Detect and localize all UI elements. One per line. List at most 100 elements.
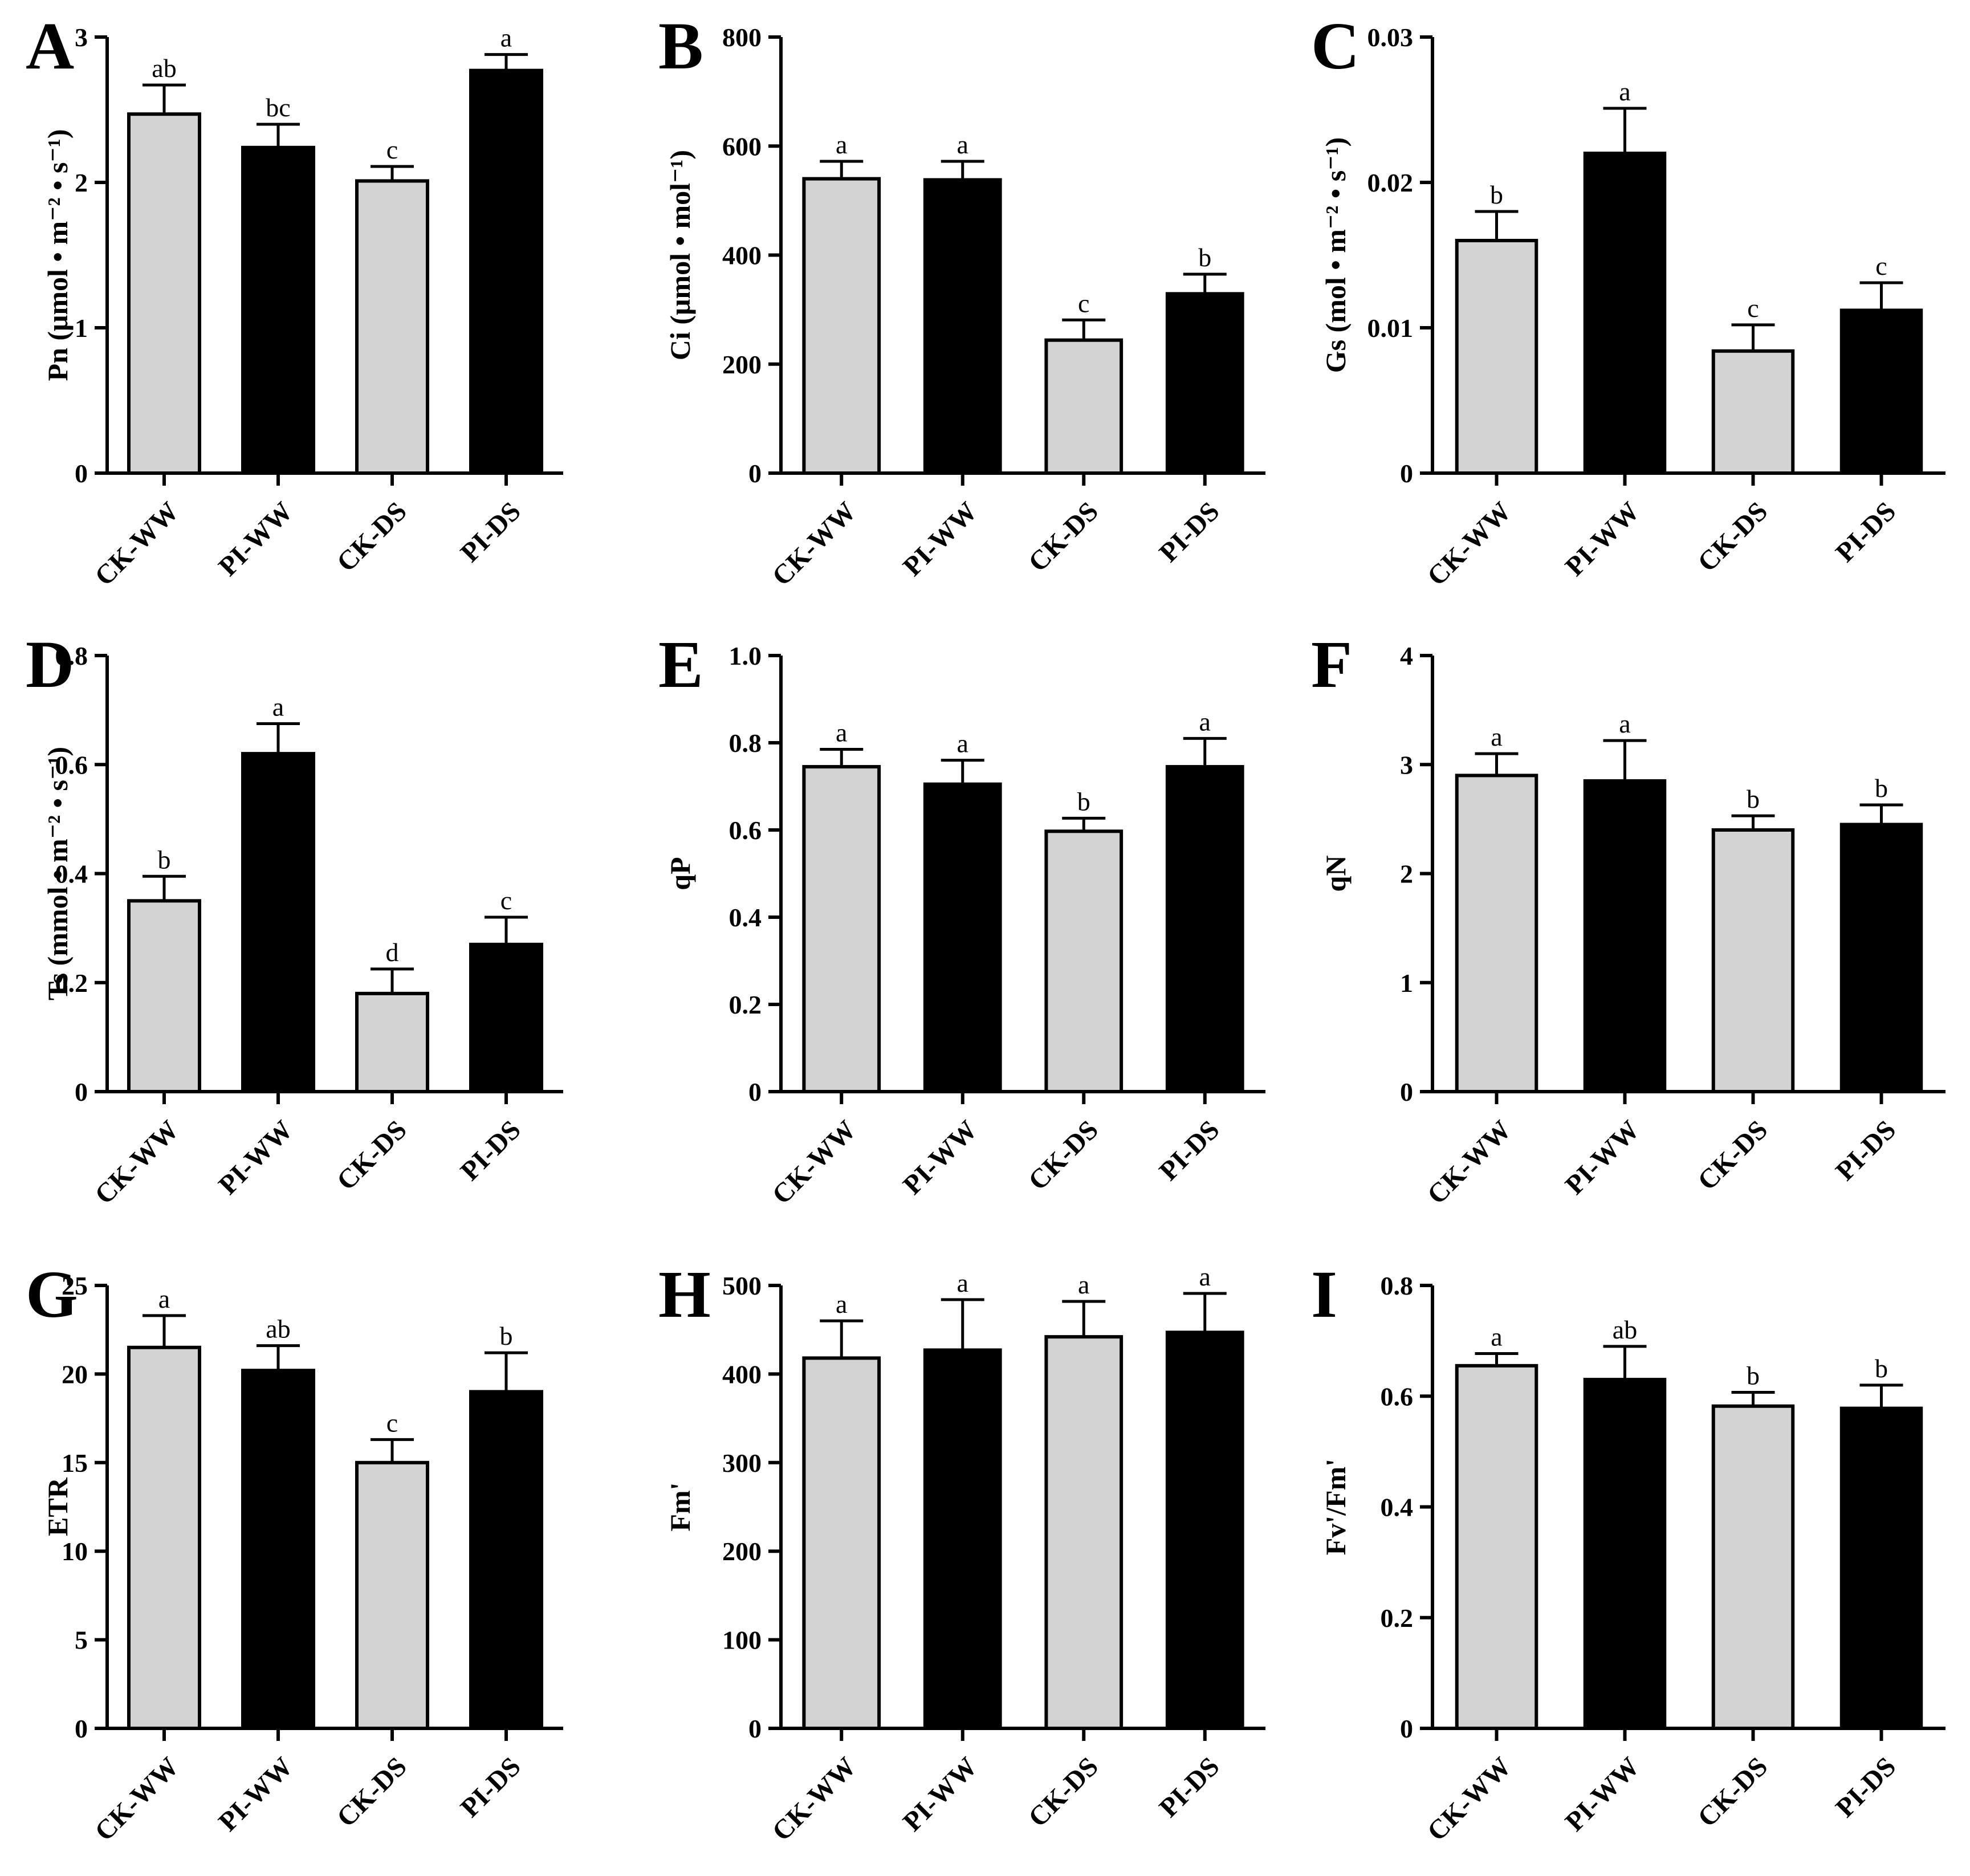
significance-letter: ab bbox=[152, 54, 176, 83]
x-tick-label: PI-WW bbox=[213, 496, 299, 582]
x-tick-label: CK-DS bbox=[1692, 496, 1773, 577]
bar bbox=[355, 179, 429, 475]
bar bbox=[1044, 1335, 1124, 1731]
y-tick-label: 10 bbox=[62, 1537, 88, 1566]
x-tick-label: CK-WW bbox=[89, 1751, 185, 1847]
x-tick-label: CK-DS bbox=[1692, 1114, 1773, 1196]
bar bbox=[1455, 239, 1538, 475]
panel-label: F bbox=[1311, 627, 1352, 702]
x-tick-label: PI-WW bbox=[897, 496, 983, 582]
y-axis-title: Fm' bbox=[664, 1482, 696, 1531]
y-tick-label: 200 bbox=[722, 1537, 762, 1566]
y-tick-label: 300 bbox=[722, 1448, 762, 1478]
significance-letter: b bbox=[1077, 787, 1090, 816]
y-axis-title: Gs (mol • m⁻² • s⁻¹) bbox=[1320, 137, 1352, 373]
y-tick-label: 15 bbox=[62, 1448, 88, 1478]
bar bbox=[469, 68, 543, 475]
y-tick-label: 0.02 bbox=[1367, 168, 1414, 197]
panel-label: H bbox=[658, 1257, 711, 1332]
bar bbox=[469, 942, 543, 1093]
y-tick-label: 400 bbox=[722, 241, 762, 270]
x-tick-label: CK-WW bbox=[1422, 496, 1517, 592]
bar bbox=[923, 178, 1002, 475]
x-tick-label: PI-DS bbox=[1830, 1114, 1902, 1186]
significance-letter: a bbox=[1619, 709, 1630, 738]
y-tick-label: 0 bbox=[75, 459, 88, 488]
x-tick-label: PI-WW bbox=[897, 1751, 983, 1837]
x-tick-label: PI-WW bbox=[1560, 496, 1646, 582]
y-tick-label: 500 bbox=[722, 1271, 762, 1300]
panel-c: C Gs (mol • m⁻² • s⁻¹) 0 0.01 0.02 0.03 b CK-WW… bbox=[1311, 9, 1945, 592]
significance-letter: b bbox=[1875, 774, 1888, 803]
panel-g: G ETR 0 5 10 15 20 25 a CK-WW ab PI-WW c CK-DS b PI-DS bbox=[26, 1257, 563, 1847]
y-tick-label: 20 bbox=[62, 1360, 88, 1389]
significance-letter: b bbox=[1490, 180, 1503, 209]
y-tick-label: 5 bbox=[75, 1626, 88, 1655]
significance-letter: a bbox=[957, 729, 968, 758]
y-tick-label: 2 bbox=[1400, 860, 1413, 889]
significance-letter: b bbox=[1198, 243, 1211, 272]
y-tick-label: 0.2 bbox=[729, 990, 762, 1019]
panel-label: B bbox=[658, 9, 703, 83]
x-tick-label: CK-WW bbox=[766, 1751, 862, 1847]
y-tick-label: 0 bbox=[1400, 459, 1413, 488]
bar bbox=[1839, 1406, 1923, 1730]
y-axis-title: ETR bbox=[42, 1477, 74, 1536]
x-tick-label: CK-WW bbox=[766, 496, 862, 592]
bar bbox=[1839, 823, 1923, 1093]
bar bbox=[1455, 774, 1538, 1093]
significance-letter: a bbox=[836, 718, 847, 747]
significance-letter: a bbox=[1619, 77, 1630, 106]
y-axis-title: Ci (μmol • mol⁻¹) bbox=[664, 150, 696, 360]
significance-letter: a bbox=[1199, 1262, 1211, 1291]
x-tick-label: CK-WW bbox=[89, 1114, 185, 1210]
y-tick-label: 0.01 bbox=[1367, 314, 1414, 343]
y-tick-label: 0 bbox=[748, 1077, 762, 1106]
bar bbox=[1455, 1364, 1538, 1731]
y-tick-label: 100 bbox=[722, 1626, 762, 1655]
bar bbox=[802, 765, 881, 1093]
x-tick-label: PI-DS bbox=[1153, 1114, 1225, 1186]
significance-letter: ab bbox=[1613, 1315, 1637, 1344]
bar bbox=[1583, 152, 1667, 475]
panel-label: D bbox=[26, 627, 74, 702]
y-tick-label: 1 bbox=[1400, 968, 1413, 998]
significance-letter: ab bbox=[266, 1315, 290, 1344]
y-tick-label: 400 bbox=[722, 1360, 762, 1389]
bar bbox=[1044, 338, 1124, 475]
x-tick-label: PI-WW bbox=[213, 1114, 299, 1201]
significance-letter: a bbox=[158, 1284, 170, 1313]
y-tick-label: 4 bbox=[1400, 641, 1413, 670]
x-tick-label: CK-DS bbox=[1023, 1114, 1104, 1196]
panel-b: B Ci (μmol • mol⁻¹) 0 200 400 600 800 a CK-WW a PI… bbox=[658, 9, 1265, 592]
significance-letter: b bbox=[1875, 1354, 1888, 1383]
y-tick-label: 0.03 bbox=[1367, 23, 1414, 52]
bar bbox=[1839, 308, 1923, 475]
x-tick-label: PI-DS bbox=[1153, 1751, 1225, 1823]
y-tick-label: 3 bbox=[1400, 750, 1413, 779]
y-tick-label: 3 bbox=[75, 23, 88, 52]
panel-e: EqP 0 0.2 0.4 0.6 0.8 1.0 a CK-WW a PI-WW b CK-DS a PI… bbox=[658, 627, 1265, 1210]
significance-letter: c bbox=[386, 1408, 398, 1437]
significance-letter: a bbox=[957, 1268, 968, 1297]
x-tick-label: PI-DS bbox=[1830, 496, 1902, 568]
significance-letter: a bbox=[836, 130, 847, 159]
significance-letter: a bbox=[1491, 1322, 1502, 1351]
significance-letter: a bbox=[500, 23, 512, 52]
x-tick-label: CK-WW bbox=[1422, 1751, 1517, 1847]
x-tick-label: CK-WW bbox=[1422, 1114, 1517, 1210]
bar bbox=[241, 145, 315, 475]
panel-f: FqN 0 1 2 3 4 a CK-WW a PI-WW b CK-DS b PI-DS bbox=[1311, 627, 1945, 1210]
y-tick-label: 0 bbox=[75, 1714, 88, 1743]
x-tick-label: PI-WW bbox=[897, 1114, 983, 1201]
panel-label: E bbox=[658, 627, 703, 702]
x-tick-label: CK-DS bbox=[1692, 1751, 1773, 1833]
bar bbox=[1583, 779, 1667, 1093]
y-axis-title: Pn (μmol • m⁻² • s⁻¹) bbox=[42, 129, 74, 381]
significance-letter: a bbox=[957, 130, 968, 159]
bar bbox=[923, 1348, 1002, 1730]
y-tick-label: 0.6 bbox=[1381, 1382, 1414, 1411]
significance-letter: b bbox=[1747, 784, 1760, 813]
x-tick-label: PI-WW bbox=[213, 1751, 299, 1837]
